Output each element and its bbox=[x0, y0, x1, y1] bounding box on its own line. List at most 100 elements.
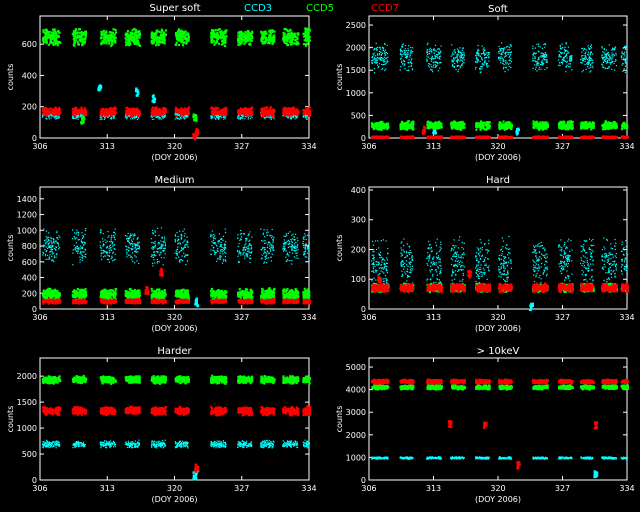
data-point bbox=[533, 53, 535, 55]
data-point bbox=[238, 112, 241, 115]
data-point bbox=[268, 108, 271, 111]
data-point bbox=[303, 34, 307, 37]
data-point bbox=[426, 43, 428, 46]
data-point bbox=[545, 61, 547, 63]
data-point bbox=[131, 109, 134, 112]
data-point bbox=[378, 128, 381, 131]
x-tick-label: 334 bbox=[301, 142, 316, 151]
data-point bbox=[125, 114, 129, 117]
data-point bbox=[502, 62, 504, 65]
data-point bbox=[567, 127, 570, 130]
data-point bbox=[381, 67, 384, 69]
data-point bbox=[477, 59, 479, 62]
data-point bbox=[242, 116, 244, 118]
data-point bbox=[177, 110, 181, 114]
data-point bbox=[624, 45, 626, 48]
data-point bbox=[581, 122, 585, 126]
data-point bbox=[503, 124, 506, 127]
data-point bbox=[72, 37, 75, 41]
data-point bbox=[52, 115, 54, 118]
data-point bbox=[558, 55, 560, 57]
data-point bbox=[404, 67, 406, 70]
data-point bbox=[541, 55, 544, 58]
data-point bbox=[539, 127, 543, 130]
data-point bbox=[58, 111, 62, 114]
data-point bbox=[587, 45, 589, 47]
data-point bbox=[376, 122, 379, 125]
data-point bbox=[399, 126, 402, 129]
data-point bbox=[211, 116, 213, 119]
data-point bbox=[53, 30, 56, 33]
data-point bbox=[383, 61, 385, 63]
data-point bbox=[532, 45, 534, 47]
data-point bbox=[626, 68, 628, 71]
data-point bbox=[217, 110, 220, 113]
data-point bbox=[80, 37, 83, 40]
data-point bbox=[245, 108, 248, 111]
data-point bbox=[195, 128, 198, 131]
data-point bbox=[308, 29, 311, 32]
data-point bbox=[463, 56, 465, 59]
data-point bbox=[293, 35, 297, 39]
data-point bbox=[267, 114, 270, 117]
data-point bbox=[503, 64, 505, 66]
data-point bbox=[289, 117, 292, 119]
data-point bbox=[217, 118, 220, 120]
data-point bbox=[81, 33, 84, 36]
data-point bbox=[264, 32, 267, 35]
data-point bbox=[508, 122, 511, 125]
data-point bbox=[128, 37, 131, 40]
data-point bbox=[503, 49, 505, 51]
data-point bbox=[177, 34, 180, 37]
data-point bbox=[404, 53, 406, 56]
data-point bbox=[384, 63, 386, 66]
data-point bbox=[135, 31, 138, 34]
data-point bbox=[270, 39, 273, 43]
data-point bbox=[546, 61, 548, 63]
data-point bbox=[614, 60, 616, 63]
data-point bbox=[559, 51, 562, 54]
data-point bbox=[625, 46, 627, 49]
data-point bbox=[184, 34, 187, 37]
data-point bbox=[236, 116, 239, 118]
data-point bbox=[586, 61, 588, 63]
data-point bbox=[51, 114, 53, 116]
data-point bbox=[262, 40, 265, 43]
data-point bbox=[410, 65, 412, 67]
data-point bbox=[221, 33, 224, 36]
data-point bbox=[603, 61, 605, 63]
data-point bbox=[407, 52, 409, 54]
data-point bbox=[378, 47, 380, 49]
data-point bbox=[455, 68, 457, 71]
data-point bbox=[384, 123, 387, 126]
data-point bbox=[45, 118, 48, 120]
data-point bbox=[463, 59, 465, 61]
data-point bbox=[400, 49, 402, 52]
data-point bbox=[461, 123, 464, 126]
data-point bbox=[537, 50, 539, 52]
data-point bbox=[182, 113, 185, 116]
data-point bbox=[305, 116, 307, 118]
data-point bbox=[400, 66, 402, 68]
data-point bbox=[273, 117, 275, 120]
data-point bbox=[502, 68, 505, 70]
data-point bbox=[152, 94, 155, 97]
data-point bbox=[246, 107, 250, 111]
data-point bbox=[382, 52, 384, 54]
data-point bbox=[481, 58, 483, 60]
data-point bbox=[450, 124, 453, 127]
data-point bbox=[566, 123, 569, 127]
data-point bbox=[134, 115, 136, 117]
data-point bbox=[247, 111, 250, 114]
data-point bbox=[488, 57, 490, 59]
data-point bbox=[451, 127, 454, 130]
data-points bbox=[370, 42, 629, 140]
data-point bbox=[592, 61, 594, 64]
data-point bbox=[124, 33, 127, 37]
data-point bbox=[557, 123, 561, 126]
data-point bbox=[113, 106, 116, 109]
data-point bbox=[485, 53, 487, 56]
data-point bbox=[57, 29, 60, 33]
data-point bbox=[272, 111, 275, 114]
data-point bbox=[590, 124, 593, 127]
